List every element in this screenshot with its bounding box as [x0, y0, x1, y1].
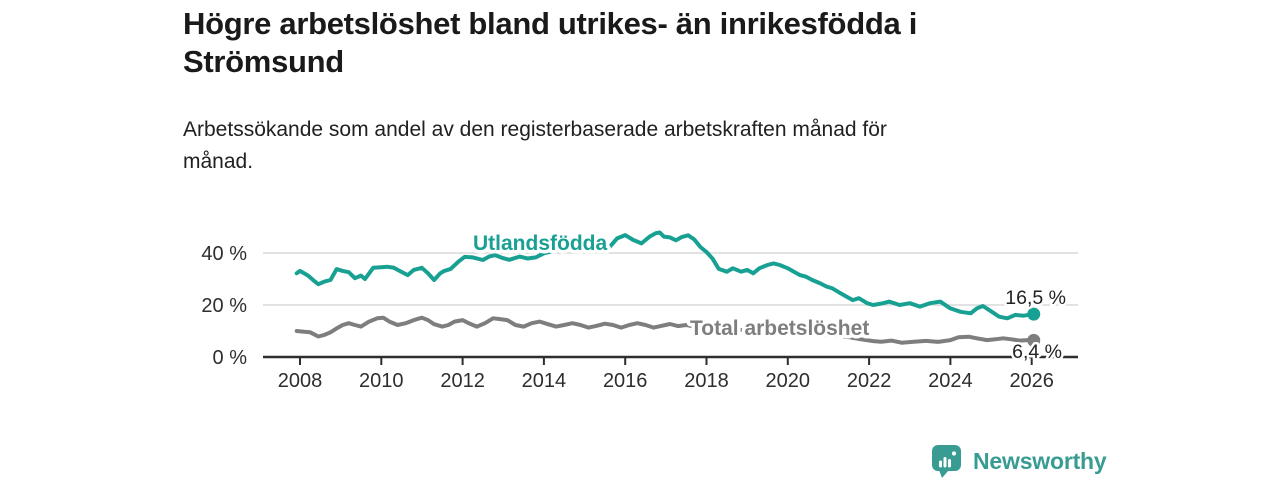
x-axis-tick-label: 2026: [1009, 370, 1053, 392]
series-label-utlandsfodda: Utlandsfödda: [473, 232, 607, 255]
series-label-total: Total arbetslöshet: [690, 317, 869, 340]
y-axis-tick-label: 0 %: [213, 347, 248, 369]
newsworthy-logo-text: Newsworthy: [973, 447, 1107, 474]
x-axis-tick-label: 2008: [278, 370, 323, 392]
y-axis-tick-label: 20 %: [201, 295, 247, 317]
x-axis-tick-label: 2022: [847, 370, 892, 392]
x-axis-tick-label: 2014: [522, 370, 567, 392]
end-dot-utlandsfodda: [1027, 307, 1041, 321]
end-value-label-total: 6,4 %: [1012, 341, 1062, 363]
text-line: Arbetssökande som andel av den registerb…: [183, 118, 887, 141]
line-chart: 2008 2010 2012 2014 2016 2018 2020 2022 2024 2026…: [201, 229, 1078, 392]
end-dot-total: [1027, 333, 1041, 347]
series-line-total: [294, 315, 1036, 345]
x-axis-tick-label: 2024: [928, 370, 973, 392]
y-axis-tick-label: 40 %: [201, 243, 247, 265]
series-line-utlandsfodda: [294, 230, 1036, 321]
newsworthy-logo[interactable]: Newsworthy: [930, 444, 1107, 478]
text-line: Strömsund: [183, 44, 344, 79]
x-axis-tick-label: 2016: [603, 370, 648, 392]
x-axis-tick-label: 2012: [440, 370, 485, 392]
chart-subtitle: Arbetssökande som andel av den registerb…: [183, 114, 1063, 178]
x-axis-tick-label: 2020: [766, 370, 811, 392]
page-title: Högre arbetslöshet bland utrikes- än inr…: [183, 5, 1083, 81]
x-axis-tick-label: 2010: [359, 370, 404, 392]
text-line: månad.: [183, 150, 254, 173]
newsworthy-chart-bubble-icon: [932, 445, 961, 478]
end-value-label-utlandsfodda: 16,5 %: [1005, 287, 1066, 309]
text-line: Högre arbetslöshet bland utrikes- än inr…: [183, 6, 918, 41]
x-axis-tick-label: 2018: [684, 370, 729, 392]
